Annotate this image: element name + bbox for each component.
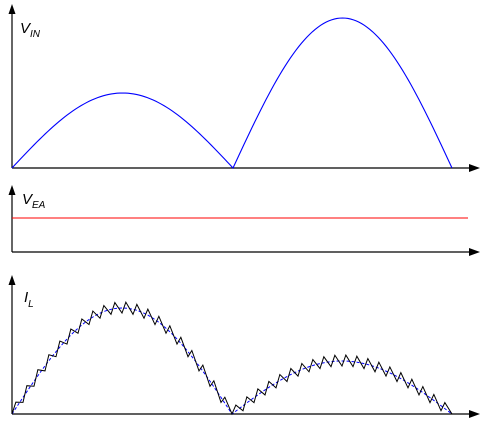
- il-x-axis-arrow: [469, 410, 480, 418]
- vea-label: VEA: [22, 191, 46, 211]
- il-panel: IL: [8, 275, 480, 418]
- vin-y-axis-arrow: [8, 4, 16, 14]
- il-y-axis-arrow: [8, 275, 16, 285]
- vin-x-axis-arrow: [469, 164, 480, 172]
- vin-label: VIN: [20, 20, 41, 40]
- vea-x-axis-arrow: [469, 248, 480, 256]
- il-label: IL: [24, 289, 34, 310]
- vin-curve: [11, 17, 453, 169]
- vin-panel: VIN: [8, 4, 480, 172]
- il-average-curve: [11, 307, 453, 415]
- vea-panel: VEA: [8, 185, 480, 256]
- vea-y-axis-arrow: [8, 185, 16, 195]
- il-ripple-curve: [11, 300, 453, 416]
